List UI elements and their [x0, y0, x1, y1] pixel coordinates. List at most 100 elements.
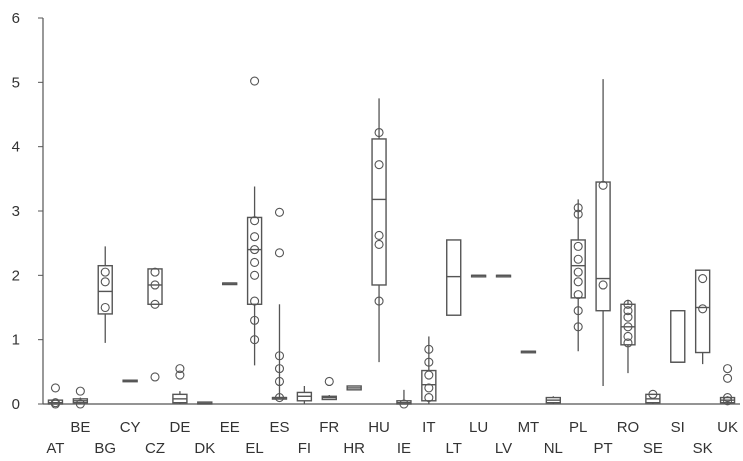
- data-point: [50, 383, 60, 393]
- data-point: [374, 296, 384, 306]
- box-pt: [595, 79, 611, 386]
- box-lt: [446, 239, 462, 316]
- data-point: [723, 396, 733, 406]
- box-fr: [321, 376, 337, 401]
- x-tick-label: IE: [397, 440, 411, 457]
- box-el: [246, 76, 263, 366]
- x-tick-label: AT: [46, 440, 64, 457]
- box-series: [47, 76, 736, 409]
- box-body: [421, 369, 437, 402]
- data-point: [250, 257, 260, 268]
- data-point: [573, 209, 583, 219]
- data-point: [698, 304, 708, 314]
- x-tick-label: HU: [368, 419, 390, 436]
- box-body: [371, 138, 387, 286]
- data-point: [723, 393, 733, 403]
- box-at: [47, 383, 64, 409]
- box-hr: [346, 385, 362, 391]
- data-point: [175, 370, 185, 380]
- box-sk: [694, 269, 711, 365]
- x-tick-label: NL: [544, 440, 563, 457]
- data-point: [573, 267, 583, 277]
- data-point: [623, 322, 633, 332]
- x-tick-label: UK: [717, 419, 738, 436]
- data-point: [175, 364, 185, 374]
- box-lv: [495, 274, 512, 278]
- data-point: [374, 160, 384, 170]
- box-body: [570, 239, 586, 299]
- y-tick-label: 1: [12, 332, 20, 349]
- data-point: [424, 357, 434, 367]
- data-point: [150, 280, 160, 290]
- data-point: [399, 399, 409, 409]
- box-fi: [296, 385, 313, 404]
- x-tick-label: LU: [469, 419, 488, 436]
- x-tick-label: FR: [319, 419, 339, 436]
- data-point: [274, 376, 285, 387]
- data-point: [573, 306, 583, 316]
- y-tick-label: 2: [12, 267, 20, 284]
- box-cz: [147, 267, 163, 382]
- box-ie: [396, 389, 412, 409]
- data-point: [100, 277, 110, 287]
- x-tick-label: LV: [495, 440, 512, 457]
- box-nl: [545, 396, 562, 404]
- box-de: [172, 364, 188, 404]
- x-tick-label: FI: [298, 440, 311, 457]
- x-tick-label: HR: [343, 440, 365, 457]
- data-point: [274, 393, 285, 403]
- data-point: [75, 386, 85, 396]
- box-dk: [197, 401, 213, 405]
- data-point: [374, 127, 384, 138]
- box-body: [670, 310, 686, 363]
- data-point: [250, 76, 260, 86]
- box-body: [595, 181, 611, 312]
- box-body: [694, 269, 711, 354]
- box-it: [421, 336, 437, 404]
- data-point: [424, 344, 434, 354]
- x-tick-label: SI: [671, 419, 685, 436]
- axes: [42, 18, 740, 405]
- y-axis-ticks: 0 1 2 3 4 5 6: [12, 10, 43, 413]
- data-point: [648, 389, 658, 399]
- x-tick-label: BE: [70, 419, 90, 436]
- box-pl: [570, 199, 586, 352]
- data-point: [598, 280, 608, 290]
- data-point: [623, 312, 633, 322]
- y-tick-label: 3: [12, 203, 20, 220]
- box-ro: [620, 299, 636, 374]
- data-point: [573, 277, 583, 287]
- y-tick-label: 5: [12, 74, 20, 91]
- y-tick-label: 0: [12, 396, 20, 413]
- x-tick-label: PT: [594, 440, 613, 457]
- data-point: [250, 232, 260, 242]
- data-point: [723, 364, 733, 374]
- x-tick-label: DK: [194, 440, 215, 457]
- data-point: [100, 302, 110, 313]
- box-bg: [97, 246, 113, 343]
- y-tick-label: 4: [12, 139, 20, 156]
- data-point: [50, 398, 60, 408]
- box-lu: [470, 274, 487, 278]
- data-point: [623, 331, 633, 342]
- data-point: [374, 230, 384, 240]
- data-point: [250, 270, 260, 280]
- x-tick-label: SK: [693, 440, 713, 457]
- x-tick-label: CZ: [145, 440, 165, 457]
- data-point: [573, 254, 583, 264]
- data-point: [100, 267, 110, 277]
- data-point: [623, 338, 633, 348]
- box-mt: [520, 350, 537, 354]
- data-point: [274, 364, 285, 374]
- x-tick-label: MT: [518, 419, 540, 436]
- data-point: [75, 399, 85, 409]
- data-point: [424, 383, 434, 393]
- box-ee: [221, 282, 238, 286]
- data-point: [274, 207, 285, 217]
- data-point: [274, 248, 285, 258]
- x-tick-label: DE: [169, 419, 190, 436]
- data-point: [250, 245, 260, 255]
- x-tick-label: ES: [269, 419, 289, 436]
